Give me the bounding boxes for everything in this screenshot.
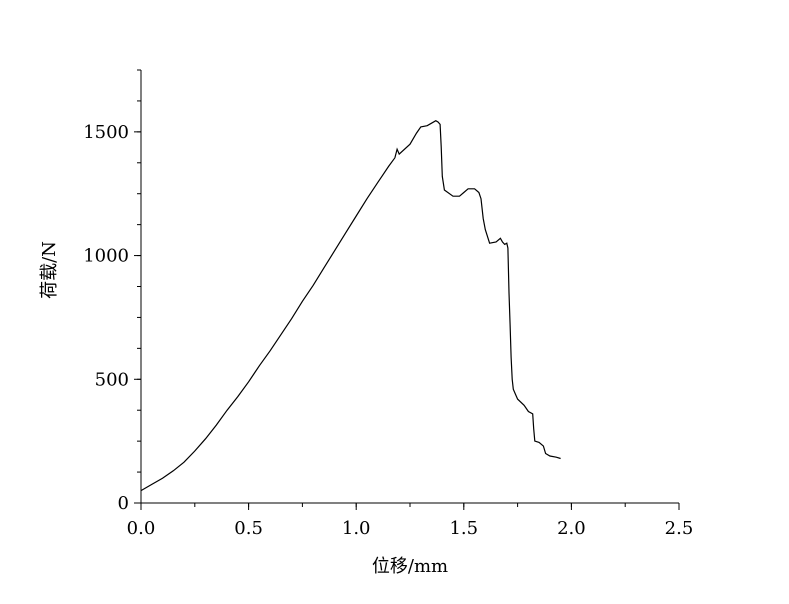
x-tick-label: 2.0: [557, 518, 586, 539]
tick-labels: 0.0 0.5 1.0 1.5 2.0 2.5 0 500 1000 1500: [83, 122, 693, 539]
x-axis-title: 位移/mm: [372, 556, 448, 577]
y-tick-label: 1000: [83, 246, 129, 267]
x-tick-label: 2.5: [665, 518, 694, 539]
x-tick-label: 1.5: [449, 518, 478, 539]
x-tick-label: 1.0: [342, 518, 371, 539]
x-tick-label: 0.5: [234, 518, 263, 539]
y-tick-label: 500: [95, 369, 129, 390]
y-tick-label: 1500: [83, 122, 129, 143]
axes: [140, 70, 679, 504]
ticks: [134, 69, 680, 510]
y-axis-title: 荷载/N: [39, 241, 60, 299]
series-line: [140, 120, 561, 492]
x-tick-label: 0.0: [127, 518, 156, 539]
y-tick-label: 0: [118, 493, 129, 514]
